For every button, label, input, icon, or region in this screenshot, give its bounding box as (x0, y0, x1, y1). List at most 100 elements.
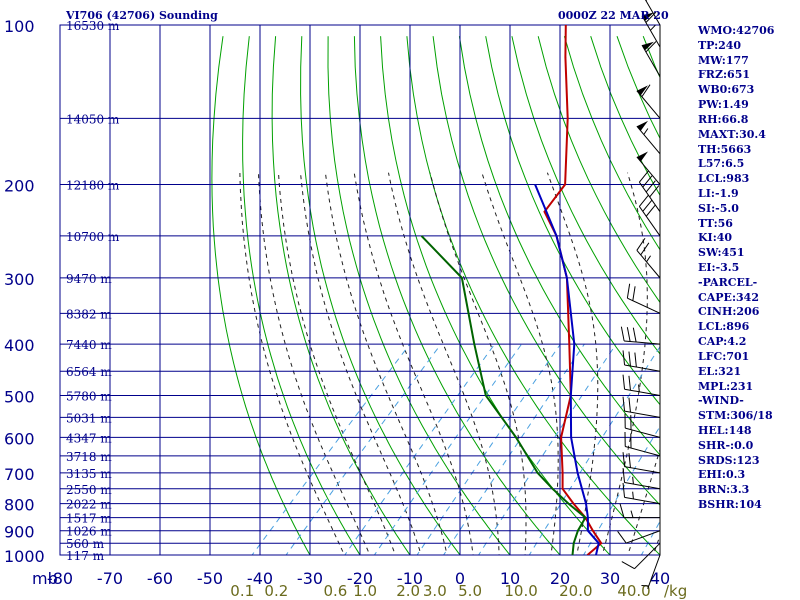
height-label: 5031 m (66, 411, 112, 425)
height-label: 1517 m (66, 512, 112, 526)
wind-barb-flag (622, 467, 626, 483)
index-item: EHI:0.3 (698, 468, 746, 482)
index-item: EI:-3.5 (698, 261, 740, 274)
moist-adiabat-line (278, 172, 396, 555)
dry-adiabat-line (406, 36, 660, 555)
wind-barb (619, 503, 660, 519)
height-label: 9470 m (66, 272, 112, 286)
mixing-ratio-line (285, 343, 442, 555)
wind-barb-pennant (636, 85, 648, 96)
wind-barb-half-flag (632, 491, 634, 500)
index-item: SHR-:0.0 (698, 438, 754, 452)
wind-barb-staff (624, 466, 661, 474)
pressure-axis: 100 200 300 400 500 600 700 800 900 1000 (4, 17, 45, 566)
moist-adiabat-line (300, 172, 422, 555)
sounding-lines (420, 25, 603, 555)
height-labels: 16530 m 14050 m 12180 m 10700 m 9470 m 8382 m… (66, 19, 120, 563)
wind-barb (641, 11, 661, 48)
dry-adiabat-line (327, 36, 511, 555)
wind-barb (641, 554, 661, 589)
wind-barb-staff (644, 0, 661, 26)
wind-barb-flag (632, 327, 637, 343)
wind-barb-flag (645, 180, 656, 193)
wind-barb-flag (628, 375, 631, 391)
index-item: LI:-1.9 (698, 186, 739, 200)
height-label: 12180 m (66, 179, 120, 193)
wind-barb-staff (625, 446, 661, 457)
dry-adiabat-line (485, 36, 660, 406)
dry-adiabat-line (271, 36, 411, 555)
wind-barb-flag (628, 397, 631, 413)
dewpoint-line (420, 235, 587, 555)
wind-barb-staff (625, 427, 661, 438)
index-item: LFC:701 (698, 349, 750, 363)
wind-barb (622, 467, 661, 490)
wind-barb-staff (647, 554, 661, 589)
moist-adiabat-line (429, 172, 527, 555)
wind-barb (636, 237, 661, 279)
dry-adiabat-line (511, 36, 660, 355)
index-item: RH:66.8 (698, 112, 749, 126)
wind-barb-pennant (642, 41, 654, 51)
wind-barb (638, 170, 661, 212)
wind-barb (624, 431, 661, 457)
index-item: TP:240 (698, 38, 742, 52)
height-label: 4347 m (66, 431, 112, 445)
moist-adiabat-line (239, 172, 345, 555)
height-label: 5780 m (66, 389, 112, 403)
x-axis-label: mb (32, 569, 58, 588)
moist-adiabat-line (481, 172, 559, 555)
mixing-ratio-label: 10.0 (504, 582, 537, 600)
wind-barbs (617, 0, 661, 589)
chart-title: VI706 (42706) Sounding (66, 9, 218, 22)
pressure-tick-label: 200 (4, 177, 35, 196)
wind-barb-staff (624, 496, 661, 505)
wind-barb (636, 120, 661, 155)
wind-barb-staff (627, 297, 661, 314)
dry-adiabat-line (300, 36, 461, 555)
moist-adiabat-line (388, 172, 500, 555)
wind-barb-staff (624, 388, 661, 396)
wind-barb (641, 41, 661, 77)
wind-barb (626, 283, 661, 314)
index-item: L57:6.5 (698, 157, 745, 171)
mixing-ratio-line (443, 343, 585, 555)
dry-adiabat-line (211, 36, 311, 555)
chart-datetime: 0000Z 22 MAR 20 (558, 9, 669, 22)
pressure-tick-label: 700 (4, 465, 35, 484)
mixing-ratio-labels: 0.1 0.2 0.6 1.0 2.0 3.0 5.0 10.0 20.0 40.0/kg (230, 582, 687, 600)
dry-adiabat-line (432, 36, 660, 506)
wind-barb-flag (619, 503, 625, 518)
temperature-tick-label: -80 (47, 569, 73, 588)
wind-barb (624, 413, 661, 438)
index-item: LCL:983 (698, 172, 750, 186)
index-item: SI:-5.0 (698, 201, 739, 215)
pressure-tick-label: 400 (4, 336, 35, 355)
wind-barb-staff (624, 364, 661, 372)
wind-barb (622, 452, 661, 474)
wind-barb-flag (622, 350, 626, 366)
wind-barb (636, 84, 661, 119)
mixing-ratio-unit: /kg (664, 582, 687, 600)
temperature-tick-label: 10 (500, 569, 520, 588)
height-label: 2550 m (66, 483, 112, 497)
moist-adiabat-line (627, 447, 660, 555)
index-item: SW:451 (698, 246, 745, 260)
wind-barb-half-flag (650, 24, 656, 31)
wind-barb-flag (622, 396, 626, 412)
pressure-tick-label: 600 (4, 429, 35, 448)
index-item: -PARCEL- (698, 275, 758, 289)
dry-adiabat-line (775, 36, 800, 566)
index-item: -WIND- (698, 394, 744, 408)
wind-barb-flag (626, 327, 631, 342)
mixing-ratio-label: 2.0 (396, 582, 420, 600)
moist-adiabat-line (353, 172, 474, 555)
height-label: 14050 m (66, 112, 120, 126)
mixing-ratio-line (416, 343, 561, 555)
index-item: SRDS:123 (698, 453, 760, 467)
wind-barb (620, 326, 661, 345)
mixing-ratio-line (373, 343, 523, 555)
mixing-ratio-label: 20.0 (559, 582, 592, 600)
wind-barb-flag (638, 194, 649, 207)
